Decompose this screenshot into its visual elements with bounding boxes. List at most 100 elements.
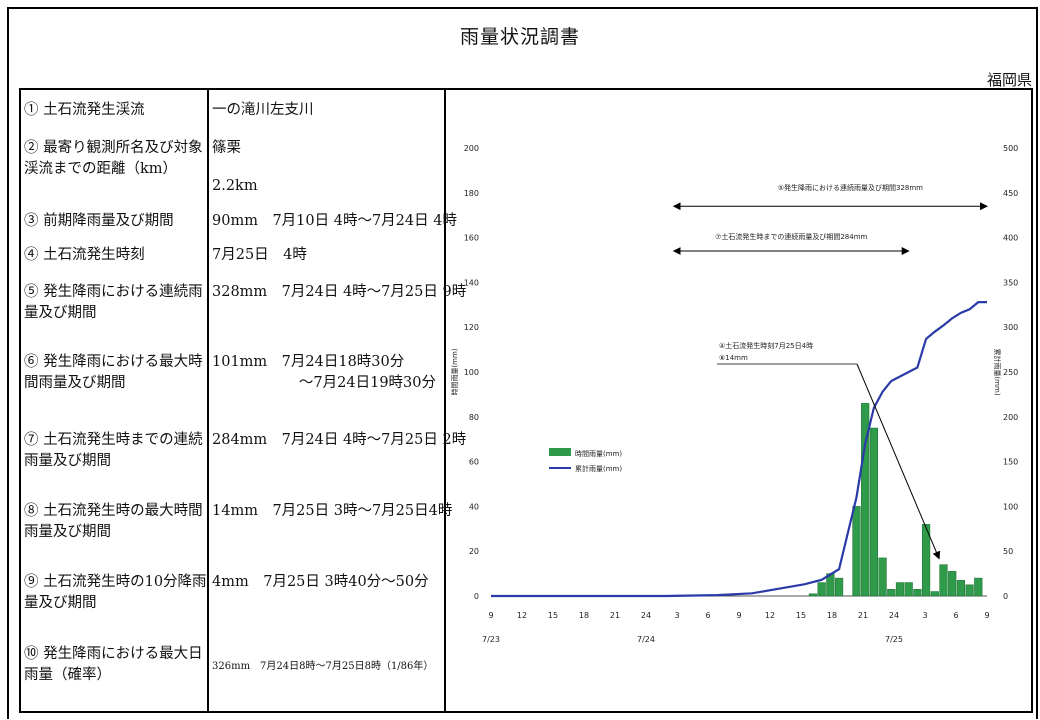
y-left-tick-label: 100	[464, 368, 479, 377]
y-right-tick-label: 400	[1003, 234, 1018, 243]
row-value-1: 一の滝川左支川	[212, 102, 314, 118]
y-right-tick-label: 150	[1003, 458, 1018, 467]
row-value-7: 284mm 7月24日 4時～7月25日 2時	[212, 432, 467, 448]
x-tick-label: 15	[548, 611, 558, 620]
row-value-6-line2: ～7月24日19時30分	[298, 375, 436, 391]
bar	[895, 582, 905, 597]
bar	[974, 577, 983, 597]
bar	[956, 580, 965, 597]
info-table	[19, 88, 1033, 713]
x-tick-label: 12	[765, 611, 775, 620]
x-tick-label: 18	[827, 611, 837, 620]
x-date-label: 7/23	[482, 635, 500, 644]
y-right-tick-label: 200	[1003, 413, 1018, 422]
y-right-tick-label: 50	[1003, 547, 1013, 556]
bar	[861, 403, 870, 597]
row-value-2b: 2.2km	[212, 178, 258, 194]
debris-flow-arrow	[856, 363, 941, 560]
cumulative-line	[491, 301, 987, 598]
y-left-tick-label: 120	[464, 323, 479, 332]
x-tick-label: 21	[858, 611, 868, 620]
bar	[852, 506, 861, 597]
row-label-7: ⑦ 土石流発生時までの連続雨量及び期間	[24, 432, 203, 469]
x-tick-label: 9	[736, 611, 741, 620]
y-left-tick-label: 200	[464, 144, 479, 153]
bar	[869, 427, 878, 597]
bar	[965, 584, 974, 597]
y-left-tick-label: 40	[469, 502, 479, 511]
y-right-tick-label: 0	[1003, 592, 1008, 601]
row-label-9: ⑨ 土石流発生時の10分降雨量及び期間	[24, 574, 207, 611]
legend-line-label: 累計雨量(mm)	[575, 464, 622, 473]
bar	[913, 589, 922, 597]
row-value-2: 篠栗	[212, 140, 241, 156]
bar	[817, 582, 826, 597]
x-tick-label: 15	[796, 611, 806, 620]
debris-flow-max-annotation: ⑧14mm	[719, 354, 748, 362]
rainfall-chart: 0 20 40 60 80 100 120 140 160 180 200 0 50 100 150 200 2…	[451, 144, 1018, 644]
y-right-tick-label: 100	[1003, 502, 1018, 511]
prefecture-label: 福岡県	[986, 71, 1032, 89]
y-left-tick-label: 160	[464, 234, 479, 243]
row-label-8: ⑧ 土石流発生時の最大時間雨量及び期間	[24, 503, 203, 540]
row-label-3: ③ 前期降雨量及び期間	[24, 213, 174, 229]
y-right-tick-label: 250	[1003, 368, 1018, 377]
legend-bar-swatch	[549, 448, 571, 456]
x-date-label: 7/24	[637, 635, 655, 644]
bar	[904, 582, 913, 597]
bar	[878, 557, 887, 597]
row-label-6: ⑥ 発生降雨における最大時間雨量及び期間	[24, 354, 203, 391]
column-divider-2	[444, 88, 446, 713]
row-value-10: 326mm 7月24日8時～7月25日8時（1/86年）	[212, 661, 434, 672]
continuous-rainfall-annotation: ⑤発生降雨における連続雨量及び期間328mm	[778, 183, 923, 192]
bar	[939, 564, 948, 597]
y-left-tick-label: 60	[469, 458, 479, 467]
debris-flow-time-annotation: ④土石流発生時刻7月25日4時	[719, 341, 813, 350]
y-right-tick-label: 350	[1003, 278, 1018, 287]
bar	[948, 571, 957, 597]
x-date-label: 7/25	[885, 635, 903, 644]
bar	[808, 593, 818, 597]
x-tick-label: 6	[953, 611, 958, 620]
bar	[921, 524, 931, 597]
row-value-5: 328mm 7月24日 4時～7月25日 9時	[212, 284, 467, 300]
x-tick-label: 21	[610, 611, 620, 620]
bar	[834, 577, 844, 597]
row-label-2: ② 最寄り観測所名及び対象渓流までの距離（km）	[24, 140, 203, 177]
y-left-tick-label: 20	[469, 547, 479, 556]
y-left-tick-label: 0	[474, 592, 479, 601]
column-divider-1	[207, 88, 209, 713]
row-value-9: 4mm 7月25日 3時40分～50分	[212, 574, 429, 590]
bar	[887, 589, 896, 597]
row-label-5: ⑤ 発生降雨における連続雨量及び期間	[24, 284, 203, 321]
row-value-6: 101mm 7月24日18時30分 ～7月24日19時30分	[212, 352, 444, 394]
row-value-6-line1: 101mm 7月24日18時30分	[212, 354, 405, 370]
row-label-10: ⑩ 発生降雨における最大日雨量（確率）	[24, 646, 203, 683]
row-value-4: 7月25日 4時	[212, 247, 307, 263]
x-tick-label: 9	[984, 611, 989, 620]
x-tick-label: 24	[889, 611, 899, 620]
bar	[930, 591, 939, 597]
x-tick-label: 3	[922, 611, 927, 620]
y-left-tick-label: 140	[464, 278, 479, 287]
row-value-3: 90mm 7月10日 4時～7月24日 4時	[212, 213, 457, 229]
legend-bar-label: 時間雨量(mm)	[575, 450, 622, 458]
row-label-1: ① 土石流発生渓流	[24, 102, 145, 118]
row-label-4: ④ 土石流発生時刻	[24, 247, 145, 263]
row-value-8: 14mm 7月25日 3時～7月25日4時	[212, 503, 453, 519]
x-tick-label: 18	[579, 611, 589, 620]
x-tick-label: 9	[488, 611, 493, 620]
y-left-tick-label: 180	[464, 189, 479, 198]
y-right-tick-label: 500	[1003, 144, 1018, 153]
x-tick-label: 12	[517, 611, 527, 620]
y-left-tick-label: 80	[469, 413, 479, 422]
y-left-axis-label: 時間雨量(mm)	[451, 348, 459, 395]
x-tick-label: 24	[641, 611, 651, 620]
page-title: 雨量状況調書	[459, 26, 580, 48]
y-right-axis-label: 累計雨量(mm)	[993, 348, 1002, 395]
x-tick-label: 6	[705, 611, 710, 620]
y-right-tick-label: 450	[1003, 189, 1018, 198]
pre-debris-rainfall-annotation: ⑦土石流発生時までの連続雨量及び期間284mm	[715, 232, 867, 241]
y-right-tick-label: 300	[1003, 323, 1018, 332]
x-tick-label: 3	[674, 611, 679, 620]
